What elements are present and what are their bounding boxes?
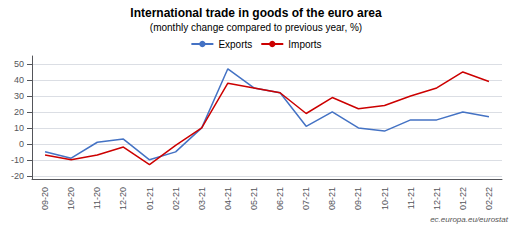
svg-text:05-21: 05-21 — [249, 187, 259, 210]
svg-text:10: 10 — [14, 123, 24, 133]
svg-text:11-20: 11-20 — [92, 187, 102, 209]
svg-text:Imports: Imports — [288, 39, 321, 50]
svg-text:06-21: 06-21 — [275, 187, 285, 210]
svg-text:09-21: 09-21 — [353, 187, 363, 210]
svg-text:Exports: Exports — [218, 39, 252, 50]
svg-text:01-22: 01-22 — [458, 187, 468, 210]
svg-text:02-22: 02-22 — [484, 187, 494, 210]
svg-text:01-21: 01-21 — [145, 187, 155, 210]
svg-text:ec.europa.eu/eurostat: ec.europa.eu/eurostat — [430, 215, 509, 224]
svg-text:(monthly change compared to pr: (monthly change compared to previous yea… — [150, 22, 362, 33]
svg-text:-20: -20 — [11, 171, 24, 181]
svg-text:02-21: 02-21 — [171, 187, 181, 210]
svg-text:0: 0 — [19, 139, 24, 149]
svg-text:International trade in goods o: International trade in goods of the euro… — [130, 6, 382, 20]
svg-text:03-21: 03-21 — [197, 187, 207, 210]
svg-text:20: 20 — [14, 107, 24, 117]
svg-text:10-21: 10-21 — [380, 187, 390, 210]
svg-text:-10: -10 — [11, 155, 24, 165]
svg-text:12-21: 12-21 — [432, 187, 442, 210]
svg-text:30: 30 — [14, 91, 24, 101]
svg-text:08-21: 08-21 — [327, 187, 337, 210]
svg-text:04-21: 04-21 — [223, 187, 233, 210]
svg-text:10-20: 10-20 — [66, 187, 76, 210]
svg-text:40: 40 — [14, 75, 24, 85]
svg-text:11-21: 11-21 — [406, 187, 416, 209]
svg-text:12-20: 12-20 — [118, 187, 128, 210]
svg-text:09-20: 09-20 — [40, 187, 50, 210]
svg-text:50: 50 — [14, 59, 24, 69]
svg-text:07-21: 07-21 — [301, 187, 311, 210]
